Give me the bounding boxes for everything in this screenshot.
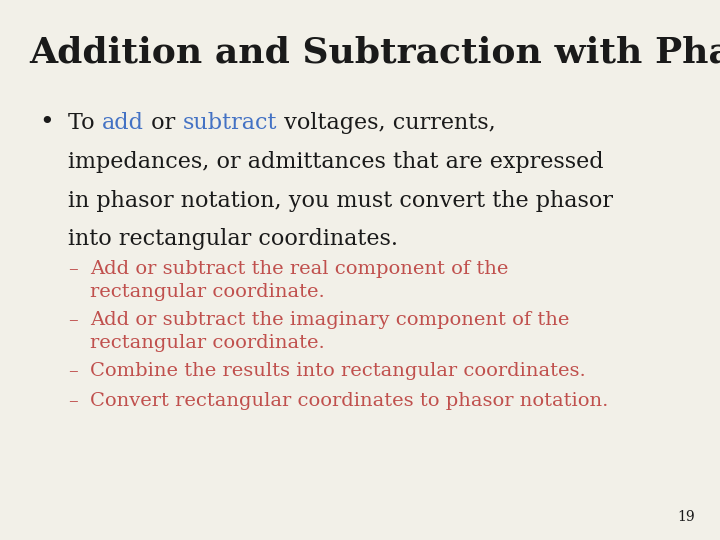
Text: –: –	[68, 260, 78, 278]
Text: or: or	[144, 112, 183, 134]
Text: subtract: subtract	[183, 112, 277, 134]
Text: add: add	[102, 112, 144, 134]
Text: in phasor notation, you must convert the phasor: in phasor notation, you must convert the…	[68, 190, 613, 212]
Text: Addition and Subtraction with Phasors: Addition and Subtraction with Phasors	[29, 35, 720, 69]
Text: Convert rectangular coordinates to phasor notation.: Convert rectangular coordinates to phaso…	[90, 392, 608, 410]
Text: into rectangular coordinates.: into rectangular coordinates.	[68, 228, 398, 251]
Text: 19: 19	[678, 510, 695, 524]
Text: Add or subtract the imaginary component of the: Add or subtract the imaginary component …	[90, 311, 570, 329]
Text: –: –	[68, 362, 78, 380]
Text: –: –	[68, 392, 78, 410]
Text: impedances, or admittances that are expressed: impedances, or admittances that are expr…	[68, 151, 604, 173]
Text: rectangular coordinate.: rectangular coordinate.	[90, 283, 325, 301]
Text: To: To	[68, 112, 102, 134]
Text: Combine the results into rectangular coordinates.: Combine the results into rectangular coo…	[90, 362, 586, 380]
Text: rectangular coordinate.: rectangular coordinate.	[90, 334, 325, 352]
Text: –: –	[68, 311, 78, 329]
Text: Add or subtract the real component of the: Add or subtract the real component of th…	[90, 260, 508, 278]
Text: voltages, currents,: voltages, currents,	[277, 112, 496, 134]
Text: •: •	[40, 111, 54, 134]
